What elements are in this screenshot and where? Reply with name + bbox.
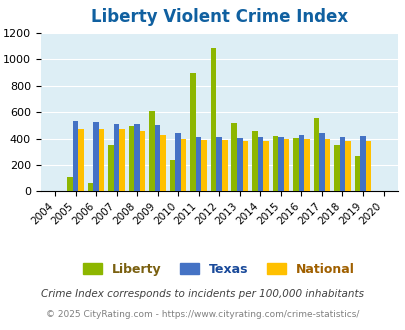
Bar xyxy=(72,121,78,191)
Bar xyxy=(344,141,350,191)
Bar xyxy=(283,139,288,191)
Bar xyxy=(113,124,119,191)
Bar xyxy=(211,48,216,191)
Legend: Liberty, Texas, National: Liberty, Texas, National xyxy=(78,258,359,281)
Bar xyxy=(333,145,339,191)
Bar xyxy=(128,126,134,191)
Bar xyxy=(78,129,83,191)
Bar xyxy=(237,138,242,191)
Bar xyxy=(272,136,277,191)
Bar xyxy=(98,129,104,191)
Bar xyxy=(298,135,303,191)
Bar xyxy=(222,140,227,191)
Bar xyxy=(140,131,145,191)
Bar xyxy=(324,139,329,191)
Bar xyxy=(318,133,324,191)
Bar xyxy=(169,160,175,191)
Bar xyxy=(67,177,72,191)
Bar xyxy=(134,124,140,191)
Bar xyxy=(93,122,98,191)
Bar xyxy=(175,133,181,191)
Bar xyxy=(181,139,186,191)
Bar xyxy=(339,137,344,191)
Bar xyxy=(257,137,262,191)
Bar xyxy=(313,118,318,191)
Bar xyxy=(365,141,371,191)
Bar xyxy=(262,141,268,191)
Bar xyxy=(252,131,257,191)
Bar xyxy=(196,137,201,191)
Bar xyxy=(292,138,298,191)
Bar xyxy=(119,129,125,191)
Bar xyxy=(149,111,154,191)
Bar xyxy=(303,139,309,191)
Text: Crime Index corresponds to incidents per 100,000 inhabitants: Crime Index corresponds to incidents per… xyxy=(41,289,364,299)
Text: © 2025 CityRating.com - https://www.cityrating.com/crime-statistics/: © 2025 CityRating.com - https://www.city… xyxy=(46,310,359,319)
Bar xyxy=(190,73,196,191)
Bar xyxy=(201,140,207,191)
Title: Liberty Violent Crime Index: Liberty Violent Crime Index xyxy=(90,8,347,26)
Bar xyxy=(160,135,166,191)
Bar xyxy=(231,123,237,191)
Bar xyxy=(359,136,365,191)
Bar xyxy=(277,137,283,191)
Bar xyxy=(216,137,222,191)
Bar xyxy=(154,125,160,191)
Bar xyxy=(242,141,247,191)
Bar xyxy=(354,156,359,191)
Bar xyxy=(108,145,113,191)
Bar xyxy=(87,183,93,191)
